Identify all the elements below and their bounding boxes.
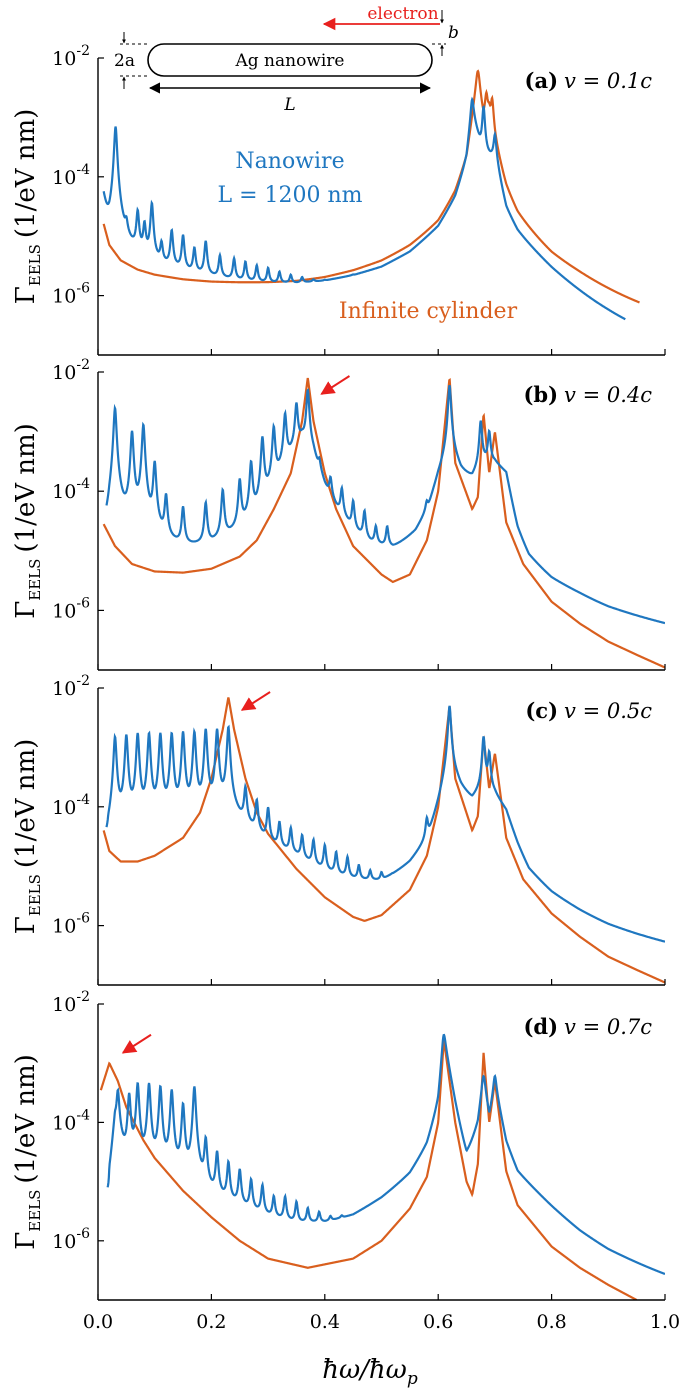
x-tick-label: 0.6 bbox=[423, 1311, 453, 1333]
y-tick-label-b: 10-4 bbox=[52, 476, 90, 503]
length-label: L bbox=[283, 95, 295, 115]
nanowire-label: Ag nanowire bbox=[234, 51, 344, 71]
peak-arrow-d bbox=[121, 1033, 152, 1054]
y-tick-label-b: 10-2 bbox=[52, 357, 90, 384]
y-tick-label-c: 10-6 bbox=[52, 911, 90, 938]
series-nanowire-b bbox=[105, 385, 665, 625]
x-axis-label: ħω/ħωp bbox=[322, 1355, 418, 1389]
x-tick-label: 1.0 bbox=[650, 1311, 680, 1333]
peak-arrow-c bbox=[240, 691, 271, 711]
y-tick-label-a: 10-2 bbox=[52, 43, 90, 70]
x-tick-label: 0.0 bbox=[83, 1311, 113, 1333]
panel-label-a: (a) v = 0.1c bbox=[525, 68, 653, 93]
peak-arrow-b bbox=[320, 375, 351, 395]
series-cylinder-a bbox=[102, 69, 640, 304]
y-axis-label-d: ΓEELS(1/eV nm) bbox=[11, 1054, 44, 1250]
cylinder-annotation: Infinite cylinder bbox=[339, 299, 518, 324]
series-nanowire-a bbox=[102, 96, 626, 321]
y-tick-label-c: 10-2 bbox=[52, 673, 90, 700]
nanowire-shape bbox=[147, 43, 433, 77]
y-axis-label-c: ΓEELS(1/eV nm) bbox=[11, 739, 44, 935]
x-tick-label: 0.2 bbox=[196, 1311, 226, 1333]
y-tick-label-c: 10-4 bbox=[52, 792, 90, 819]
y-axis-label-b: ΓEELS(1/eV nm) bbox=[11, 423, 44, 619]
y-axis-label-a: ΓEELS(1/eV nm) bbox=[11, 109, 44, 305]
series-cylinder-c bbox=[102, 697, 665, 984]
panel-label-c: (c) v = 0.5c bbox=[525, 698, 652, 723]
nanowire-length-annotation: L = 1200 nm bbox=[217, 183, 362, 208]
electron-label: electron bbox=[367, 4, 438, 24]
panel-c: 10-2 10-4 10-6 ΓEELS(1/eV nm) (c) v = 0.5c bbox=[11, 673, 666, 986]
panel-label-b: (b) v = 0.4c bbox=[523, 382, 652, 407]
series-cylinder-b bbox=[102, 377, 665, 669]
y-tick-label-d: 10-6 bbox=[52, 1226, 90, 1253]
nanowire-annotation: Nanowire bbox=[235, 149, 344, 174]
series-cylinder-d bbox=[99, 1039, 638, 1300]
series-nanowire-d bbox=[106, 1033, 665, 1276]
y-tick-label-b: 10-6 bbox=[52, 595, 90, 622]
series-nanowire-c bbox=[105, 705, 665, 943]
panel-label-d: (d) v = 0.7c bbox=[523, 1014, 652, 1039]
panel-a: 10-2 10-4 10-6 ΓEELS(1/eV nm) (a) v = 0.1c bbox=[11, 43, 666, 356]
x-tick-label: 0.8 bbox=[536, 1311, 566, 1333]
panel-b: 10-2 10-4 10-6 ΓEELS(1/eV nm) (b) v = 0.4c bbox=[11, 357, 666, 671]
y-tick-label-a: 10-4 bbox=[52, 162, 90, 189]
y-tick-label-a: 10-6 bbox=[52, 281, 90, 308]
radius-label: 2a bbox=[114, 51, 135, 71]
x-tick-label: 0.4 bbox=[310, 1311, 340, 1333]
panel-d: 10-2 10-4 10-6 ΓEELS(1/eV nm) (d) v = 0.7c bbox=[11, 989, 666, 1301]
impact-label: b bbox=[448, 23, 459, 43]
y-tick-label-d: 10-2 bbox=[52, 989, 90, 1016]
y-tick-label-d: 10-4 bbox=[52, 1107, 90, 1134]
nanowire-schematic: Ag nanowire 2a L electron b bbox=[114, 4, 459, 115]
